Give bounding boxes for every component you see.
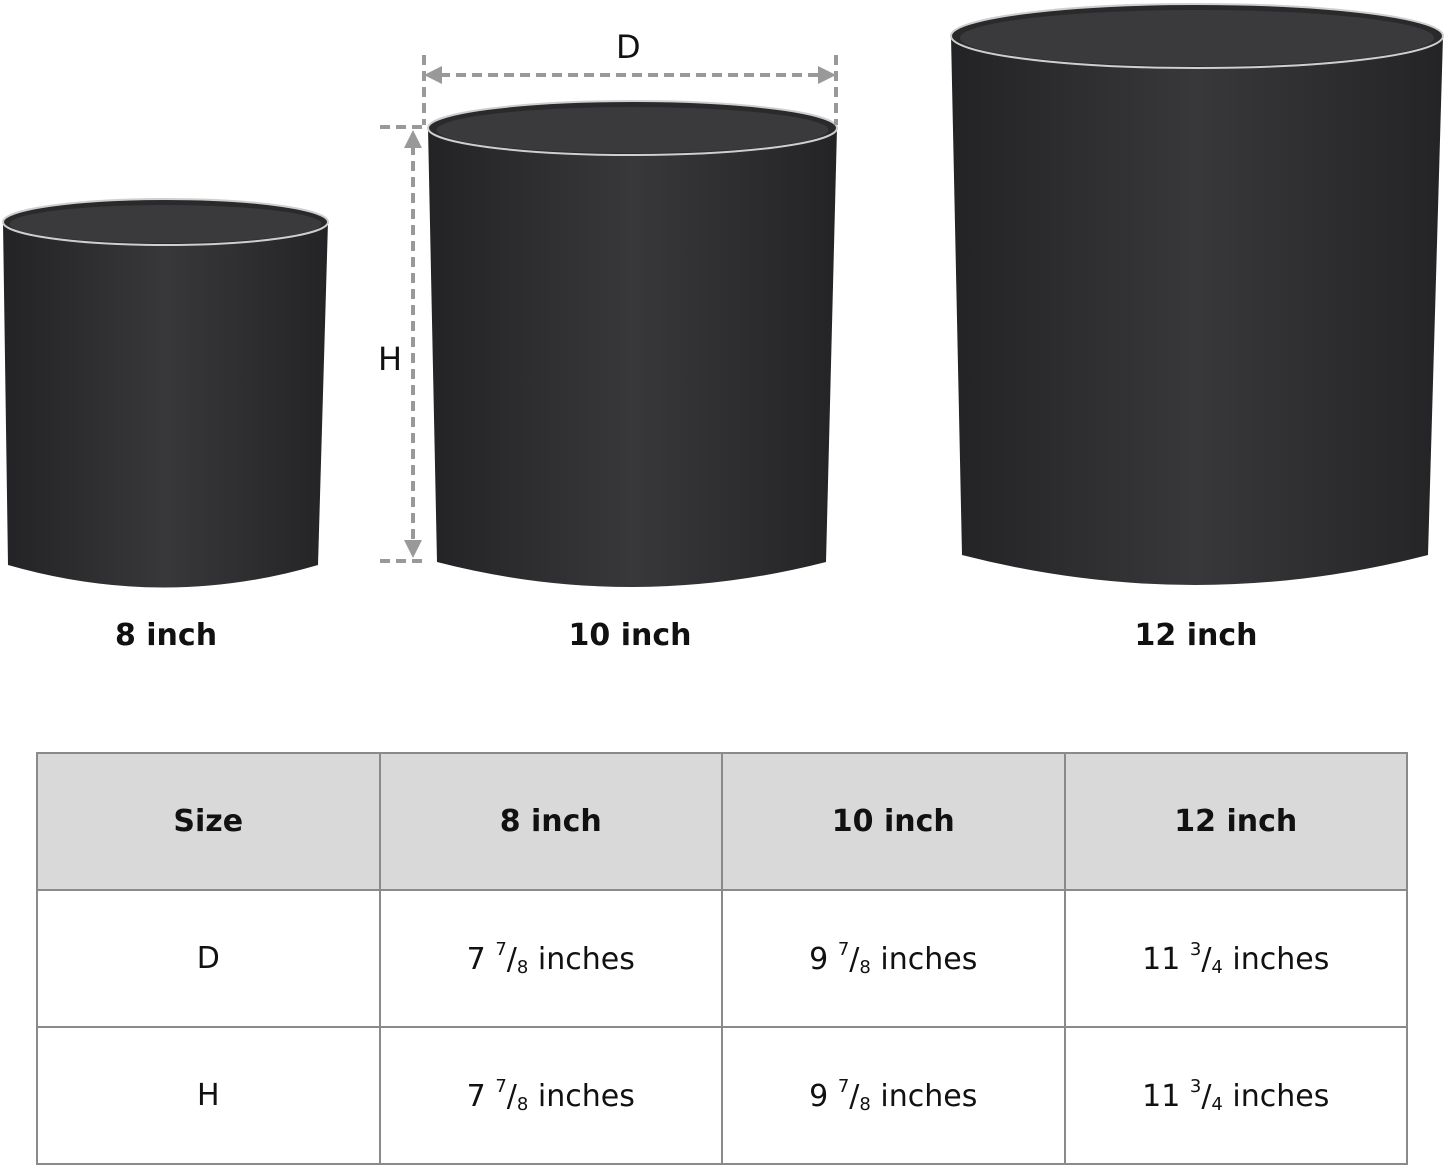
row-label: H	[36, 1026, 381, 1165]
unit: inches	[537, 1079, 635, 1114]
unit: inches	[537, 942, 635, 977]
denominator: 8	[859, 957, 871, 978]
pot-label-8: 8 inch	[114, 618, 218, 653]
numerator: 3	[1189, 939, 1202, 960]
unit: inches	[1232, 942, 1330, 977]
table-row: D 7 7/8 inches 9 7/8 inches 11 3/4 inches	[36, 889, 1408, 1028]
measurement-cell: 11 3/4 inches	[1063, 889, 1408, 1028]
denominator: 8	[516, 1094, 529, 1115]
whole: 11	[1142, 1079, 1181, 1114]
numerator: 7	[837, 939, 850, 960]
measurement-cell: 9 7/8 inches	[721, 889, 1066, 1028]
whole: 7	[466, 942, 486, 977]
unit: inches	[880, 942, 978, 977]
header-cell: Size	[36, 752, 381, 891]
denominator: 4	[1211, 957, 1223, 978]
pot-label-10: 10 inch	[568, 618, 692, 653]
pot-8-inch	[2, 198, 329, 588]
measurement-cell: 11 3/4 inches	[1063, 1026, 1408, 1165]
table-header-row: Size 8 inch 10 inch 12 inch	[36, 752, 1408, 891]
denominator: 8	[859, 1094, 871, 1115]
unit: inches	[880, 1079, 978, 1114]
diameter-dimension	[422, 55, 838, 125]
numerator: 7	[837, 1076, 850, 1097]
measurement-cell: 7 7/8 inches	[378, 1026, 723, 1165]
whole: 9	[809, 1079, 829, 1114]
header-cell: 8 inch	[378, 752, 723, 891]
measurement-cell: 9 7/8 inches	[721, 1026, 1066, 1165]
row-label: D	[36, 889, 381, 1028]
denominator: 4	[1211, 1094, 1223, 1115]
unit: inches	[1232, 1079, 1330, 1114]
pot-label-12: 12 inch	[1134, 618, 1258, 653]
size-table: Size 8 inch 10 inch 12 inch D 7 7/8 inch…	[36, 752, 1408, 1165]
numerator: 3	[1189, 1076, 1202, 1097]
pot-12-inch	[950, 3, 1444, 585]
numerator: 7	[495, 939, 507, 960]
header-cell: 10 inch	[721, 752, 1066, 891]
table-row: H 7 7/8 inches 9 7/8 inches 11 3/4 inches	[36, 1026, 1408, 1165]
diameter-label: D	[616, 28, 641, 66]
numerator: 7	[495, 1076, 507, 1097]
whole: 7	[466, 1079, 486, 1114]
pot-10-inch	[427, 100, 838, 587]
pots-illustration	[2, 3, 1444, 588]
measurement-cell: 7 7/8 inches	[378, 889, 723, 1028]
denominator: 8	[516, 957, 529, 978]
height-dimension	[380, 125, 424, 563]
whole: 11	[1142, 942, 1181, 977]
height-label: H	[378, 340, 403, 378]
header-cell: 12 inch	[1063, 752, 1408, 891]
whole: 9	[809, 942, 829, 977]
